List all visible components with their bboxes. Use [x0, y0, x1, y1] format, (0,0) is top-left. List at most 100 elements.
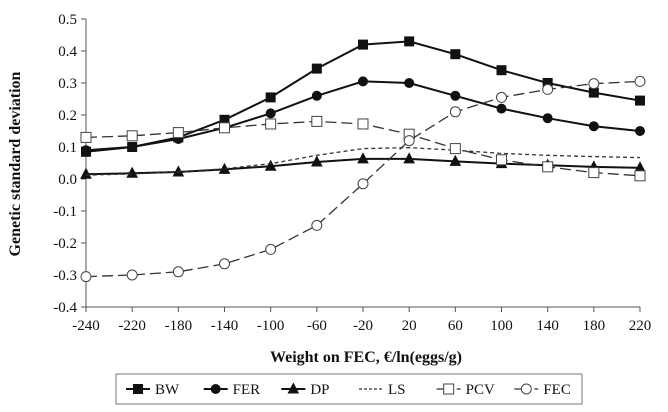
x-tick-label: -240	[72, 318, 100, 334]
data-point-fer	[81, 145, 91, 156]
series-line-fer	[85, 80, 641, 152]
data-point-pcv	[80, 131, 92, 143]
data-point-pcv	[126, 130, 138, 142]
legend-label-bw: BW	[155, 382, 180, 398]
data-point-fec	[449, 106, 461, 118]
legend-item-fec: FEC	[514, 382, 571, 398]
x-tick-label: 180	[583, 318, 606, 334]
series-fer	[81, 76, 645, 156]
data-point-bw	[635, 95, 645, 106]
legend-label-dp: DP	[310, 382, 329, 398]
series-line-pcv	[85, 120, 641, 177]
y-tick-label: 0.1	[58, 140, 77, 156]
data-point-bw	[588, 87, 599, 98]
x-tick-label: -100	[257, 318, 285, 334]
y-tick-label: 0.2	[58, 108, 77, 124]
data-point-fer	[265, 108, 276, 119]
data-point-fec	[496, 91, 507, 103]
y-tick-label: 0.3	[58, 76, 77, 92]
x-tick-label: -140	[211, 318, 239, 334]
series-pcv	[80, 115, 646, 182]
data-point-fec	[172, 266, 184, 278]
data-point-fec	[80, 271, 92, 283]
data-point-fer	[127, 142, 138, 152]
y-tick-label: -0.1	[53, 204, 77, 220]
data-point-pcv	[634, 170, 646, 182]
data-point-fer	[635, 126, 645, 136]
y-tick-label: 0.0	[58, 172, 77, 188]
data-point-fer	[496, 103, 507, 114]
x-tick-label: 220	[629, 318, 652, 334]
data-point-fer	[404, 78, 415, 88]
legend-label-fec: FEC	[543, 382, 571, 398]
data-point-fec	[311, 219, 323, 231]
y-tick-label: 0.5	[58, 12, 77, 28]
data-point-pcv	[172, 127, 184, 139]
legend-box	[115, 373, 583, 405]
x-tick-label: -220	[118, 318, 146, 334]
legend-marker-pcv	[443, 383, 455, 395]
data-point-pcv	[311, 115, 323, 127]
series-fec	[80, 75, 646, 283]
y-tick-label: -0.2	[53, 236, 77, 252]
legend-marker-fer	[210, 384, 221, 394]
legend-label-pcv: PCV	[466, 382, 495, 398]
series-line-bw	[85, 40, 641, 153]
y-tick-label: -0.3	[53, 268, 77, 284]
series-dp	[80, 152, 646, 179]
data-point-bw	[496, 65, 507, 76]
y-axis: 0.5 0.4 0.3 0.2 0.1 0.0 -0.1 -0.2 -0.3 -0.4	[53, 12, 87, 316]
legend-item-fer: FER	[203, 382, 261, 398]
legend-item-dp: DP	[281, 382, 330, 398]
legend-marker-bw	[133, 384, 143, 394]
legend-item-pcv: PCV	[436, 382, 495, 398]
data-point-fer	[542, 113, 553, 124]
data-point-pcv	[496, 154, 507, 166]
data-point-pcv	[449, 143, 461, 155]
legend-label-fer: FER	[233, 382, 261, 398]
data-point-pcv	[265, 118, 277, 130]
x-tick-label: -20	[353, 318, 373, 334]
y-tick-label: -0.4	[53, 300, 77, 316]
data-point-fec	[634, 75, 646, 87]
data-point-bw	[265, 92, 276, 103]
data-point-fec	[588, 78, 600, 90]
x-tick-label: 20	[402, 318, 417, 334]
data-point-dp	[403, 152, 415, 164]
data-point-dp	[311, 155, 323, 167]
data-point-bw	[358, 39, 368, 50]
x-tick-label: -60	[307, 318, 327, 334]
x-tick-label: 140	[536, 318, 559, 334]
x-axis-title: Weight on FEC, €/ln(eggs/g)	[270, 349, 462, 366]
data-point-fer	[311, 90, 322, 101]
data-point-bw	[311, 63, 322, 74]
data-point-dp	[126, 166, 138, 178]
x-axis: -240 -220 -180 -140 -100 -60 -20 20 60 100 140 180 2…	[72, 306, 652, 334]
legend: BW FER DP LS PCV FEC	[115, 373, 583, 405]
x-tick-label: 100	[490, 318, 513, 334]
data-point-fer	[358, 76, 368, 87]
legend-label-ls: LS	[388, 382, 406, 398]
data-point-fec	[403, 135, 415, 147]
y-tick-label: 0.4	[58, 44, 77, 60]
data-point-dp	[264, 159, 277, 171]
data-point-fec	[219, 258, 230, 270]
legend-item-bw: BW	[126, 382, 180, 398]
data-point-fer	[588, 121, 599, 132]
data-point-fec	[542, 83, 554, 95]
data-point-bw	[450, 49, 461, 60]
data-point-pcv	[588, 167, 600, 179]
data-point-dp	[357, 152, 369, 164]
legend-marker-fec	[520, 383, 532, 395]
y-axis-title: Genetic standard deviation	[7, 71, 24, 256]
data-point-dp	[80, 167, 92, 179]
series-bw	[81, 36, 645, 157]
data-point-fec	[357, 178, 369, 190]
data-point-dp	[449, 154, 462, 166]
data-point-fec	[126, 269, 138, 281]
series-line-ls	[85, 146, 641, 176]
data-point-fer	[450, 90, 461, 101]
series-ls	[85, 146, 641, 176]
data-point-pcv	[219, 122, 230, 134]
